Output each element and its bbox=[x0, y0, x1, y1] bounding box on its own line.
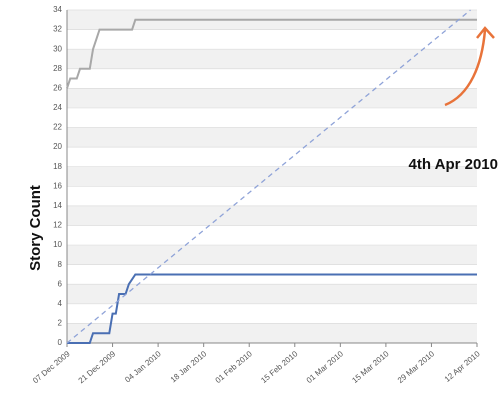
x-tick-label: 29 Mar 2010 bbox=[396, 349, 437, 385]
grid-band bbox=[67, 88, 477, 108]
x-tick-label: 01 Mar 2010 bbox=[305, 349, 346, 385]
y-tick-label: 22 bbox=[53, 123, 62, 132]
y-tick-label: 12 bbox=[53, 221, 62, 230]
y-tick-label: 2 bbox=[58, 319, 63, 328]
annotation: 4th Apr 2010 bbox=[409, 156, 498, 173]
y-tick-label: 4 bbox=[58, 299, 63, 308]
x-tick-label: 12 Apr 2010 bbox=[443, 349, 482, 384]
x-tick-label: 15 Feb 2010 bbox=[259, 349, 300, 385]
y-tick-label: 34 bbox=[53, 5, 62, 14]
y-tick-label: 10 bbox=[53, 240, 62, 249]
x-tick-label: 18 Jan 2010 bbox=[169, 349, 209, 385]
y-tick-label: 28 bbox=[53, 64, 62, 73]
grid-band bbox=[67, 127, 477, 148]
x-tick-label: 21 Dec 2009 bbox=[77, 349, 118, 385]
y-tick-label: 32 bbox=[53, 25, 62, 34]
series-line bbox=[66, 9, 471, 344]
y-tick-label: 8 bbox=[58, 260, 63, 269]
y-tick-label: 24 bbox=[53, 103, 62, 112]
y-tick-label: 26 bbox=[53, 83, 62, 92]
grid-band bbox=[67, 49, 477, 69]
x-tick-label: 07 Dec 2009 bbox=[31, 349, 72, 385]
y-tick-label: 20 bbox=[53, 142, 62, 151]
grid-band bbox=[67, 166, 477, 187]
x-tick-label: 15 Mar 2010 bbox=[350, 349, 391, 385]
series-line bbox=[66, 18, 477, 89]
series-line bbox=[67, 273, 477, 344]
y-tick-label: 6 bbox=[58, 279, 63, 288]
grid-band bbox=[67, 323, 477, 343]
y-tick-label: 0 bbox=[58, 338, 63, 347]
y-tick-label: 18 bbox=[53, 162, 62, 171]
annotation-arrow bbox=[444, 29, 487, 107]
grid-band bbox=[67, 245, 477, 265]
y-tick-label: 16 bbox=[53, 181, 62, 190]
y-tick-label: 14 bbox=[53, 201, 62, 210]
grid-band bbox=[67, 205, 477, 226]
y-tick-label: 30 bbox=[53, 44, 62, 53]
x-tick-label: 04 Jan 2010 bbox=[123, 349, 163, 385]
y-axis-label: Story Count bbox=[27, 185, 44, 271]
x-tick-label: 01 Feb 2010 bbox=[214, 349, 255, 385]
arrow-head bbox=[476, 26, 495, 39]
grid-band bbox=[67, 284, 477, 304]
